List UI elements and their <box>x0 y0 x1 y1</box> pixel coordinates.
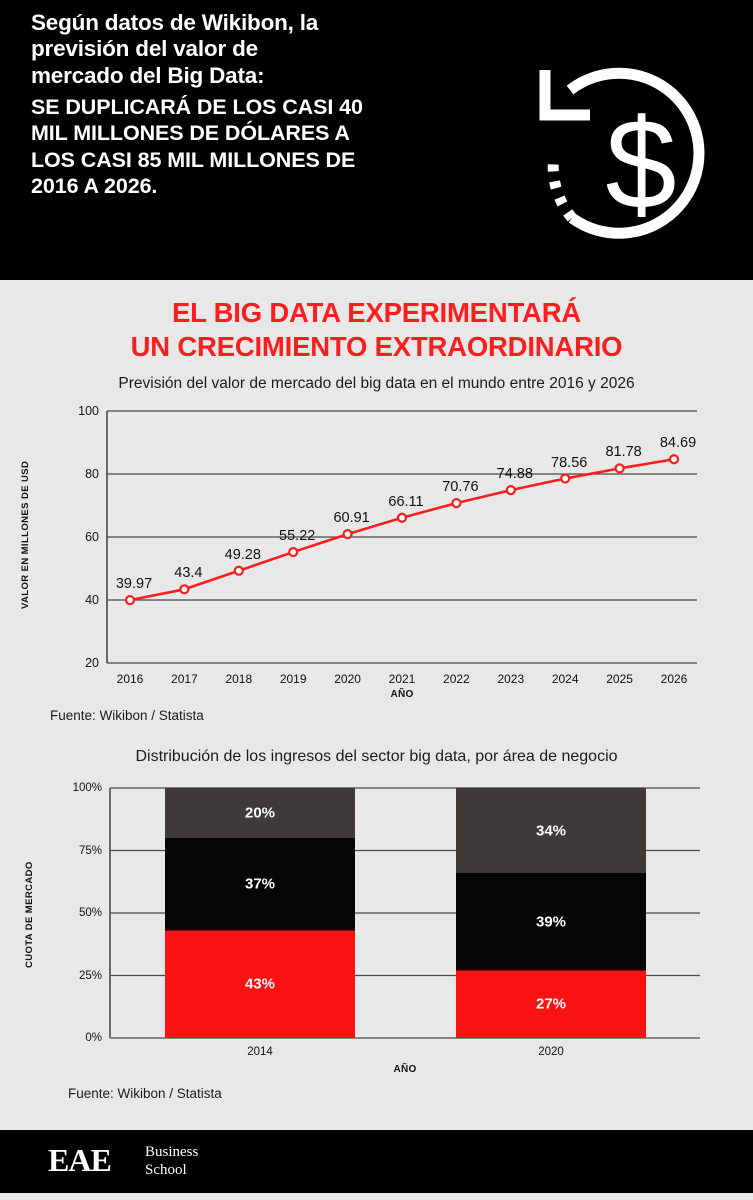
bar-chart-yaxis-title: CUOTA DE MERCADO <box>24 861 35 968</box>
line-chart-xaxis-title: AÑO <box>390 689 414 700</box>
line-chart-marker <box>560 473 571 484</box>
line-chart-point-label: 39.97 <box>115 576 153 593</box>
bar-chart-xaxis-title: AÑO <box>393 1064 417 1075</box>
bar-chart-segment <box>165 930 355 1038</box>
line-chart-xtick: 2019 <box>279 672 307 686</box>
bar-chart-segment <box>456 788 646 873</box>
header-caps-line-1: SE DUPLICARÁ DE LOS CASI 40 <box>31 94 363 119</box>
line-chart-marker <box>668 454 680 465</box>
line-chart-marker <box>233 565 244 576</box>
line-chart-marker <box>288 546 299 558</box>
line-chart-point-label: 43.4 <box>174 565 203 582</box>
page-title-line-2: UN CRECIMIENTO EXTRAORDINARIO <box>130 330 623 362</box>
line-chart-gridlines <box>107 410 697 664</box>
line-chart-marker <box>179 584 190 595</box>
bar-chart-segment <box>165 838 355 931</box>
bar-chart-segment-label: 43% <box>244 975 276 993</box>
bar-chart-source: Fuente: Wikibon / Statista <box>68 1086 222 1101</box>
line-chart: VALOR EN MILLONES DE USD 20 40 60 80 100 201… <box>0 400 753 700</box>
line-chart-xtick: 2022 <box>443 672 470 686</box>
line-chart-point-label: 70.76 <box>442 479 479 496</box>
line-chart-xtick: 2017 <box>171 672 198 686</box>
header-intro-line-1: Según datos de Wikibon, la <box>31 10 319 35</box>
line-chart-point-label: 60.91 <box>333 510 370 527</box>
line-chart-yaxis-title: VALOR EN MILLONES DE USD <box>20 460 31 609</box>
line-chart-title: Previsión del valor de mercado del big d… <box>118 375 635 392</box>
line-chart-source: Fuente: Wikibon / Statista <box>50 708 204 723</box>
eae-logo-line-2: School <box>145 1162 187 1179</box>
line-chart-ytick: 40 <box>85 593 99 607</box>
line-chart-point-label: 74.88 <box>496 466 533 483</box>
line-chart-ytick: 20 <box>85 656 99 670</box>
bar-chart-segment <box>165 788 355 838</box>
line-chart-markers <box>124 454 680 606</box>
bar-chart-ytick: 75% <box>78 844 102 857</box>
line-chart-marker <box>124 594 136 606</box>
header-caps-line-4: 2016 A 2026. <box>31 174 158 199</box>
bar-chart-xtick: 2020 <box>538 1046 564 1058</box>
bar-chart-title: Distribución de los ingresos del sector … <box>135 748 618 765</box>
page-title: EL BIG DATA EXPERIMENTARÁ UN CRECIMIENTO… <box>0 296 753 363</box>
line-chart-xtick: 2024 <box>551 672 579 686</box>
line-chart-point-label: 49.28 <box>224 546 261 563</box>
bar-chart-segment-label: 27% <box>535 995 567 1013</box>
eae-logo-mark: EAE <box>48 1142 112 1178</box>
bar-chart-bars <box>165 788 646 1038</box>
line-chart-xtick: 2023 <box>497 672 525 686</box>
line-chart-ytick: 100 <box>78 404 99 418</box>
line-chart-marker <box>451 498 462 509</box>
bar-chart-ytick: 0% <box>85 1032 102 1044</box>
line-chart-canvas <box>106 410 697 664</box>
line-chart-xtick: 2016 <box>116 672 144 686</box>
line-chart-ytick: 80 <box>85 467 99 481</box>
bar-chart-ytick: 50% <box>78 907 102 919</box>
line-chart-point-label: 66.11 <box>388 493 424 510</box>
bar-chart: CUOTA DE MERCADO 0% 25% 50% 75% 100% 43% 37% 2… <box>0 780 753 1090</box>
line-chart-ytick: 60 <box>85 530 99 544</box>
eae-logo-subtitle: Business School <box>145 1143 198 1180</box>
bar-chart-ytick: 25% <box>78 969 102 982</box>
bar-chart-segment-label: 39% <box>535 913 567 931</box>
svg-text:$: $ <box>605 93 676 236</box>
line-chart-xtick: 2021 <box>388 672 416 686</box>
line-chart-point-label: 81.78 <box>605 444 642 461</box>
header-text-block: Según datos de Wikibon, la previsión del… <box>31 10 401 199</box>
dollar-refresh-icon: $ <box>539 67 705 239</box>
line-chart-xtick: 2026 <box>660 672 688 686</box>
page-title-line-1: EL BIG DATA EXPERIMENTARÁ <box>171 297 582 328</box>
line-chart-marker <box>342 529 353 540</box>
line-chart-series-line <box>129 457 675 602</box>
eae-logo-line-1: Business <box>145 1144 199 1160</box>
line-chart-point-label: 78.56 <box>551 454 588 471</box>
bar-chart-segment-label: 37% <box>244 875 276 893</box>
line-chart-xtick: 2018 <box>225 672 253 686</box>
line-chart-marker <box>614 463 625 474</box>
bar-chart-segment-label: 34% <box>535 822 567 839</box>
header-intro-line-3: mercado del Big Data: <box>31 62 265 88</box>
header-caps-line-2: MIL MILLONES DE DÓLARES A <box>31 121 350 146</box>
bar-chart-ytick: 100% <box>72 782 102 794</box>
line-chart-point-label: 55.22 <box>279 528 316 545</box>
bar-chart-xtick: 2014 <box>247 1046 273 1058</box>
bar-chart-segment-label: 20% <box>244 804 276 822</box>
header-intro-line-2: previsión del valor de <box>31 36 258 62</box>
bar-chart-segment <box>456 970 646 1038</box>
header-caps-line-3: LOS CASI 85 MIL MILLONES DE <box>31 147 356 172</box>
bar-chart-segment <box>456 873 646 971</box>
line-chart-xtick: 2025 <box>606 672 633 686</box>
footer-bar: EAE Business School <box>0 1130 753 1193</box>
line-chart-marker <box>396 512 408 523</box>
header-banner: Según datos de Wikibon, la previsión del… <box>0 0 753 280</box>
bar-chart-canvas <box>109 787 700 1039</box>
line-chart-point-label: 84.69 <box>659 435 697 452</box>
line-chart-xtick: 2020 <box>334 672 361 686</box>
line-chart-marker <box>505 485 516 496</box>
